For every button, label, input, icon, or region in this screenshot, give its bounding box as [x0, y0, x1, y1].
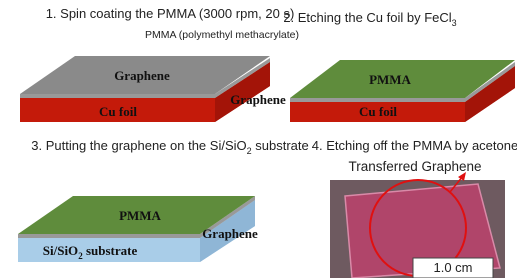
- substrate-text: Si/SiO: [43, 243, 78, 258]
- layer-label: PMMA: [119, 208, 161, 223]
- scale-label: 1.0 cm: [433, 260, 472, 275]
- photo: [330, 172, 505, 278]
- layer-label: Cu foil: [99, 104, 137, 119]
- title-sub: 3: [452, 18, 457, 28]
- step-title: 3. Putting the graphene on the Si/SiO2 s…: [31, 138, 308, 156]
- step-note: Transferred Graphene: [348, 159, 481, 174]
- step-title: 4. Etching off the PMMA by acetone: [312, 138, 517, 153]
- substrate-text: substrate: [83, 243, 138, 258]
- title-text: substrate: [252, 138, 309, 153]
- layer-label: Graphene: [230, 92, 286, 107]
- diagram: 1. Spin coating the PMMA (3000 rpm, 20 s…: [0, 0, 517, 278]
- layer-label: PMMA: [369, 72, 411, 87]
- slab-1: [20, 56, 270, 122]
- title-text: 3. Putting the graphene on the Si/SiO: [31, 138, 246, 153]
- step-title: 2. Etching the Cu foil by FeCl3: [283, 10, 456, 28]
- title-text: 2. Etching the Cu foil by FeCl: [283, 10, 451, 25]
- layer-label: Graphene: [202, 226, 258, 241]
- layer-label: Cu foil: [359, 104, 397, 119]
- slab-2: [290, 60, 515, 122]
- step-note: PMMA (polymethyl methacrylate): [145, 29, 299, 41]
- layer-label: Graphene: [114, 68, 170, 83]
- step-title: 1. Spin coating the PMMA (3000 rpm, 20 s…: [46, 6, 295, 21]
